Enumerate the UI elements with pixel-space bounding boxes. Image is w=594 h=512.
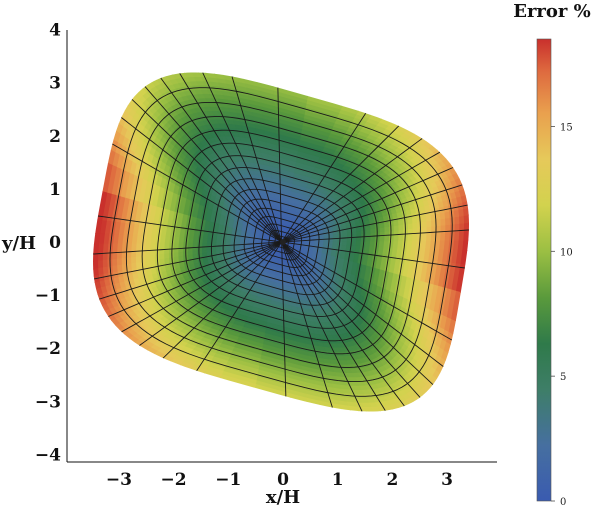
y-tick-label: 0 [49, 233, 61, 253]
y-tick-label: −4 [35, 445, 61, 465]
colorbar-title: Error % [513, 1, 591, 22]
colorbar-gradient [536, 38, 552, 502]
x-axis-label: x/H [266, 487, 300, 508]
x-tick-label: 2 [386, 470, 398, 490]
y-tick-label: −1 [35, 286, 61, 306]
y-tick-label: −3 [35, 392, 61, 412]
x-tick-label: −2 [161, 470, 187, 490]
y-tick-label: −2 [35, 339, 61, 359]
heat-cell [460, 250, 469, 265]
y-axis-ticks: 4 3 2 1 0 −1 −2 −3 −4 [35, 21, 61, 466]
heat-cell [93, 219, 103, 234]
colorbar-tick-label: 5 [560, 372, 566, 383]
mesh-center-point [280, 239, 286, 245]
y-tick-label: 3 [49, 74, 61, 94]
heat-cell [462, 239, 469, 252]
y-tick-label: 1 [49, 180, 61, 200]
colorbar-ticks: 0 5 10 15 [551, 122, 573, 508]
x-tick-label: −1 [215, 470, 241, 490]
y-axis-label: y/H [1, 233, 36, 254]
x-tick-label: 1 [332, 470, 344, 490]
heat-cell [93, 232, 101, 245]
x-tick-label: 3 [441, 470, 453, 490]
colorbar-tick-label: 15 [560, 122, 573, 133]
colorbar-tick-label: 10 [560, 247, 573, 258]
colorbar-tick-label: 0 [560, 497, 566, 508]
y-tick-label: 2 [49, 127, 61, 147]
y-tick-label: 4 [49, 21, 61, 41]
colorbar: 0 5 10 15 Error % [513, 1, 591, 508]
heat-cell [93, 243, 99, 254]
heat-cell [463, 230, 469, 241]
x-tick-label: −3 [106, 470, 132, 490]
